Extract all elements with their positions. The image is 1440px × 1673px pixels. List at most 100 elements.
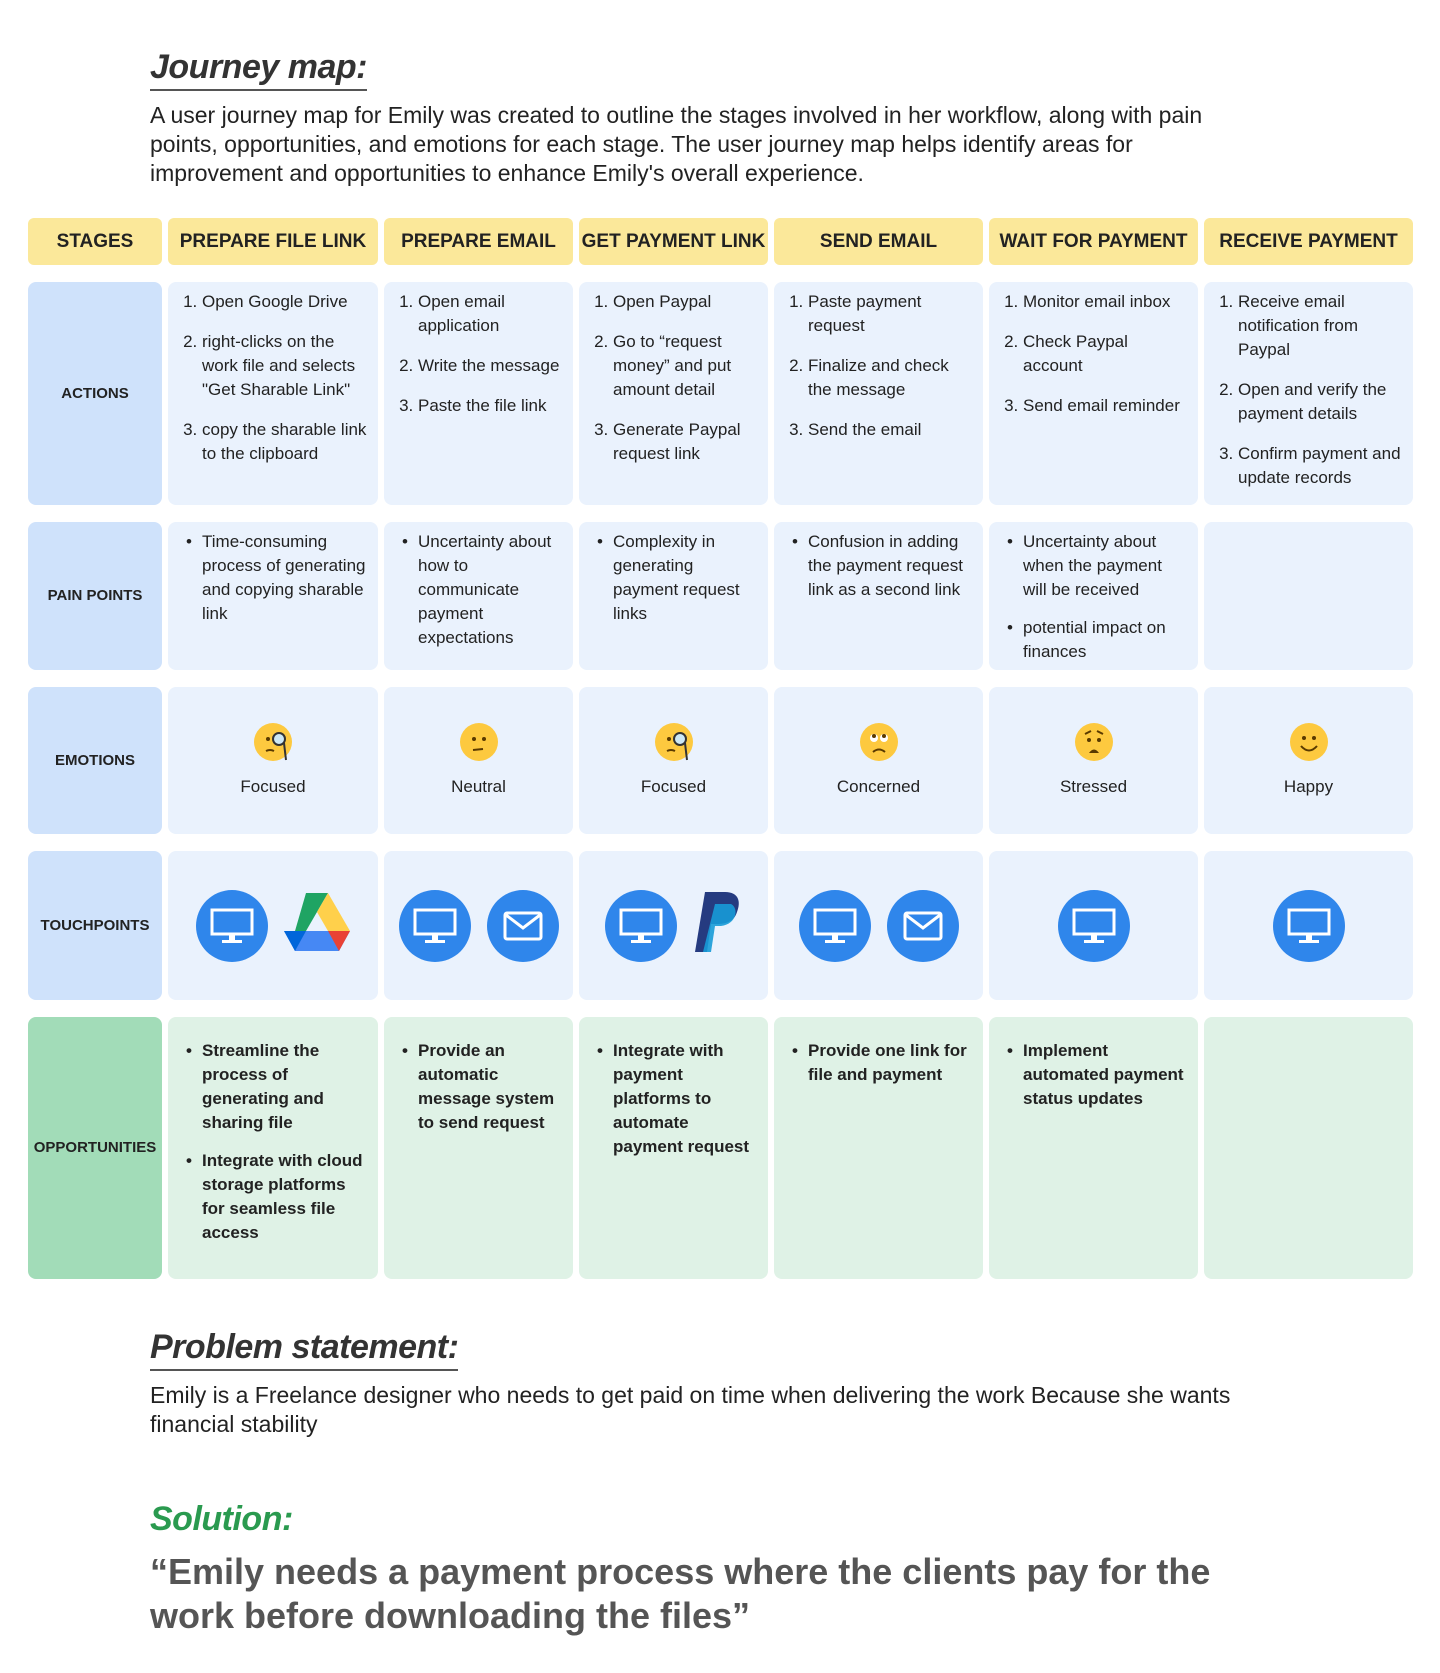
opportunities-cell: Integrate with payment platforms to auto… bbox=[579, 1017, 768, 1279]
neutral-face-icon bbox=[459, 722, 499, 769]
opportunities-cell: Provide one link for file and payment bbox=[774, 1017, 983, 1279]
action-item: Confirm payment and update records bbox=[1238, 442, 1405, 490]
touchpoints-cell bbox=[1204, 851, 1413, 1000]
emotion-label: Focused bbox=[640, 777, 707, 796]
computer-icon bbox=[1272, 889, 1345, 962]
opportunity-item: Integrate with payment platforms to auto… bbox=[597, 1039, 760, 1159]
actions-list: Open Google Drive right-clicks on the wor… bbox=[180, 290, 370, 466]
action-item: Open email application bbox=[418, 290, 565, 338]
actions-list: Open email application Write the message P… bbox=[396, 290, 565, 418]
touchpoints-cell bbox=[989, 851, 1198, 1000]
action-item: Send the email bbox=[808, 418, 975, 442]
pain-point-item: Uncertainty about how to communicate pay… bbox=[402, 530, 565, 650]
action-item: Open and verify the payment details bbox=[1238, 378, 1405, 426]
emotion-label: Neutral bbox=[451, 777, 506, 796]
row-label-emotions: EMOTIONS bbox=[28, 687, 162, 834]
actions-cell: Paste payment request Finalize and check … bbox=[774, 282, 983, 505]
touchpoints-cell bbox=[774, 851, 983, 1000]
face-with-monocle-icon bbox=[654, 722, 694, 769]
pain-point-item: Confusion in adding the payment request … bbox=[792, 530, 975, 602]
pain-list: Uncertainty about when the payment will … bbox=[1001, 530, 1190, 664]
actions-list: Paste payment request Finalize and check … bbox=[786, 290, 975, 442]
pain-list: Uncertainty about how to communicate pay… bbox=[396, 530, 565, 650]
action-item: Receive email notification from Paypal bbox=[1238, 290, 1405, 362]
computer-icon bbox=[196, 889, 268, 962]
computer-icon bbox=[798, 889, 871, 962]
stage-header: GET PAYMENT LINK bbox=[579, 218, 768, 265]
email-icon bbox=[486, 889, 559, 962]
emotion-cell: Neutral bbox=[384, 687, 573, 834]
paypal-icon bbox=[693, 890, 743, 961]
stage-header: PREPARE EMAIL bbox=[384, 218, 573, 265]
opportunities-list: Provide one link for file and payment bbox=[786, 1039, 975, 1087]
stage-header: WAIT FOR PAYMENT bbox=[989, 218, 1198, 265]
computer-icon bbox=[398, 889, 471, 962]
actions-cell: Open email application Write the message P… bbox=[384, 282, 573, 505]
action-item: Monitor email inbox bbox=[1023, 290, 1190, 314]
action-item: copy the sharable link to the clipboard bbox=[202, 418, 370, 466]
pain-point-item: Uncertainty about when the payment will … bbox=[1007, 530, 1190, 602]
pain-cell: Uncertainty about how to communicate pay… bbox=[384, 522, 573, 670]
row-label-opportunities: OPPORTUNITIES bbox=[28, 1017, 162, 1279]
pain-cell: Time-consuming process of generating and… bbox=[168, 522, 378, 670]
actions-cell: Open Google Drive right-clicks on the wor… bbox=[168, 282, 378, 505]
emotion-label: Focused bbox=[240, 777, 306, 796]
opportunity-item: Integrate with cloud storage platforms f… bbox=[186, 1149, 370, 1245]
action-item: Generate Paypal request link bbox=[613, 418, 760, 466]
actions-cell: Receive email notification from Paypal Op… bbox=[1204, 282, 1413, 505]
action-item: Write the message bbox=[418, 354, 565, 378]
opportunities-cell: Provide an automatic message system to s… bbox=[384, 1017, 573, 1279]
google-drive-icon bbox=[284, 893, 350, 958]
emotion-cell: Happy bbox=[1204, 687, 1413, 834]
touchpoints-cell bbox=[168, 851, 378, 1000]
action-item: Open Paypal bbox=[613, 290, 760, 314]
touchpoints-cell bbox=[579, 851, 768, 1000]
action-item: Go to “request money” and put amount det… bbox=[613, 330, 760, 402]
emotion-label: Concerned bbox=[836, 777, 921, 796]
pain-cell: Complexity in generating payment request… bbox=[579, 522, 768, 670]
action-item: Finalize and check the message bbox=[808, 354, 975, 402]
journey-title: Journey map: bbox=[150, 48, 367, 91]
pain-cell bbox=[1204, 522, 1413, 670]
smiling-face-icon bbox=[1289, 722, 1329, 769]
action-item: Paste payment request bbox=[808, 290, 975, 338]
problem-title: Problem statement: bbox=[150, 1328, 459, 1371]
opportunities-cell: Implement automated payment status updat… bbox=[989, 1017, 1198, 1279]
row-label-stages: STAGES bbox=[28, 218, 162, 265]
emotion-cell: Focused bbox=[579, 687, 768, 834]
opportunities-list: Provide an automatic message system to s… bbox=[396, 1039, 565, 1135]
row-label-touchpoints: TOUCHPOINTS bbox=[28, 851, 162, 1000]
opportunities-list: Integrate with payment platforms to auto… bbox=[591, 1039, 760, 1159]
concerned-face-icon bbox=[859, 722, 899, 769]
emotion-cell: Focused bbox=[168, 687, 378, 834]
pain-point-item: Complexity in generating payment request… bbox=[597, 530, 760, 626]
stage-header: SEND EMAIL bbox=[774, 218, 983, 265]
journey-map-table: STAGES PREPARE FILE LINK PREPARE EMAIL GET … bbox=[28, 218, 1413, 1279]
actions-cell: Open Paypal Go to “request money” and put… bbox=[579, 282, 768, 505]
emotion-cell: Stressed bbox=[989, 687, 1198, 834]
journey-intro: A user journey map for Emily was created… bbox=[150, 102, 1203, 186]
opportunity-item: Streamline the process of generating and… bbox=[186, 1039, 370, 1135]
actions-list: Receive email notification from Paypal Op… bbox=[1216, 290, 1405, 490]
email-icon bbox=[886, 889, 959, 962]
opportunities-cell: Streamline the process of generating and… bbox=[168, 1017, 378, 1279]
action-item: Send email reminder bbox=[1023, 394, 1190, 418]
solution-title: Solution: bbox=[150, 1500, 293, 1538]
pain-cell: Confusion in adding the payment request … bbox=[774, 522, 983, 670]
solution-quote: “Emily needs a payment process where the… bbox=[150, 1551, 1211, 1636]
emotion-label: Stressed bbox=[1059, 777, 1128, 796]
pain-list: Complexity in generating payment request… bbox=[591, 530, 760, 626]
problem-text: Emily is a Freelance designer who needs … bbox=[150, 1382, 1231, 1437]
opportunities-list: Streamline the process of generating and… bbox=[180, 1039, 370, 1245]
action-item: Open Google Drive bbox=[202, 290, 370, 314]
emotion-cell: Concerned bbox=[774, 687, 983, 834]
actions-list: Monitor email inbox Check Paypal account S… bbox=[1001, 290, 1190, 418]
action-item: right-clicks on the work file and select… bbox=[202, 330, 370, 402]
touchpoints-cell bbox=[384, 851, 573, 1000]
pain-list: Confusion in adding the payment request … bbox=[786, 530, 975, 602]
actions-list: Open Paypal Go to “request money” and put… bbox=[591, 290, 760, 466]
action-item: Check Paypal account bbox=[1023, 330, 1190, 378]
emotion-label: Happy bbox=[1283, 777, 1334, 796]
opportunities-list: Implement automated payment status updat… bbox=[1001, 1039, 1190, 1111]
opportunity-item: Provide one link for file and payment bbox=[792, 1039, 975, 1087]
